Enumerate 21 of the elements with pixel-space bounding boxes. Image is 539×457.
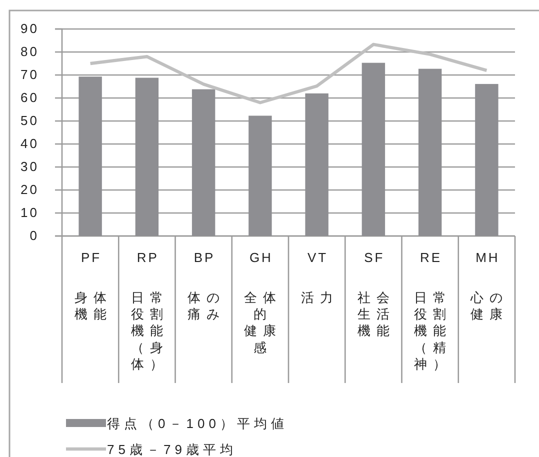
category-label: SF 社会生活機能	[357, 250, 396, 338]
line-series	[88, 42, 488, 104]
category-label: GH 全体的健康感	[244, 250, 282, 355]
y-tick-label: 80	[20, 44, 39, 60]
category-label: RE 日常役割機能（精神）	[414, 250, 452, 372]
y-tick-label: 0	[30, 228, 39, 244]
category-label: RP 日常役割機能（身体）	[130, 250, 169, 372]
category-label: BP 体の痛み	[188, 250, 226, 322]
category-label: MH 心の健康	[470, 250, 509, 322]
category-label: VT 活力	[300, 250, 339, 305]
y-tick-label: 50	[20, 113, 39, 128]
y-tick-label: 10	[20, 205, 39, 220]
y-tick-label: 60	[20, 90, 39, 106]
y-tick-label: 40	[20, 136, 39, 152]
y-tick-label: 90	[20, 21, 39, 36]
y-tick-label: 30	[20, 159, 39, 174]
legend-label: 75歳－79歳平均	[107, 442, 237, 457]
y-tick-label: 20	[20, 182, 39, 198]
category-label: PF 身体機能	[74, 250, 112, 322]
y-tick-label: 70	[20, 67, 39, 82]
legend-label: 得点（0－100）平均値	[107, 416, 288, 431]
